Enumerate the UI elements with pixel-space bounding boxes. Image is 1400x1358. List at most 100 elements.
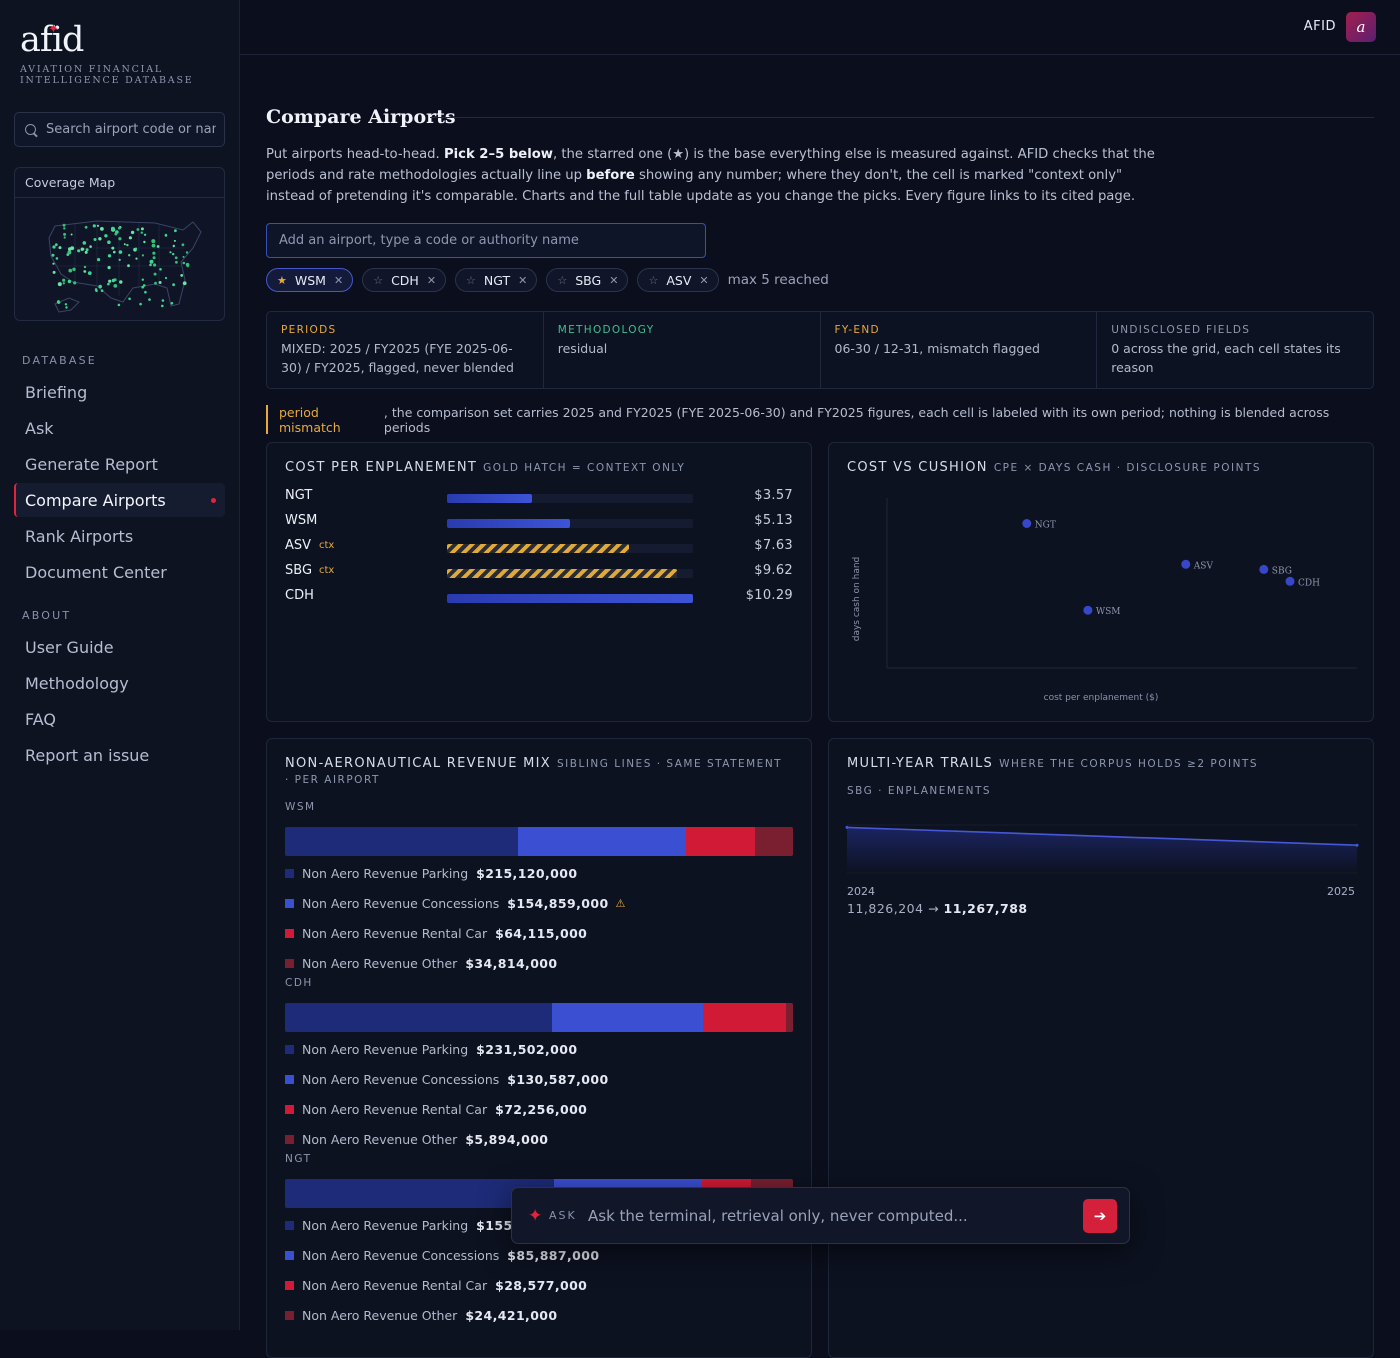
- ask-input[interactable]: [588, 1202, 1068, 1230]
- airport-dot: [173, 239, 176, 242]
- chip-wsm[interactable]: ★ WSM ✕: [266, 268, 354, 292]
- nav-report-issue[interactable]: Report an issue: [14, 738, 225, 772]
- trails-panel-subtitle: WHERE THE CORPUS HOLDS ≥2 POINTS: [999, 758, 1259, 770]
- mix-legend-item[interactable]: Non Aero Revenue Other $34,814,000: [285, 954, 558, 972]
- close-icon[interactable]: ✕: [518, 273, 528, 287]
- mix-legend-item[interactable]: Non Aero Revenue Concessions $130,587,000: [285, 1070, 609, 1088]
- star-outline-icon[interactable]: ☆: [466, 273, 476, 287]
- star-outline-icon[interactable]: ☆: [557, 273, 568, 287]
- mix-legend-item[interactable]: Non Aero Revenue Other $24,421,000: [285, 1306, 558, 1324]
- mix-segment[interactable]: [285, 1003, 553, 1032]
- close-icon[interactable]: ✕: [426, 273, 437, 287]
- scatter-point-cdh[interactable]: [1285, 576, 1295, 586]
- chip-ngt[interactable]: ☆ NGT ✕: [455, 268, 538, 292]
- legend-line-name: Non Aero Revenue Parking: [302, 1217, 469, 1233]
- star-outline-icon[interactable]: ☆: [373, 273, 384, 287]
- nav-generate-report[interactable]: Generate Report: [14, 447, 225, 481]
- mix-segment[interactable]: [552, 1003, 703, 1032]
- trails-panel-title: MULTI-YEAR TRAILS: [847, 756, 994, 771]
- coverage-map[interactable]: [35, 208, 215, 318]
- scatter-point-wsm[interactable]: [1083, 605, 1093, 615]
- add-airport-input[interactable]: [279, 224, 699, 257]
- mix-legend-item[interactable]: Non Aero Revenue Rental Car $28,577,000: [285, 1276, 587, 1294]
- chip-asv[interactable]: ☆ ASV ✕: [637, 268, 719, 292]
- mix-segment[interactable]: [786, 1003, 793, 1032]
- mix-legend-item[interactable]: Non Aero Revenue Concessions $154,859,000…: [285, 894, 625, 912]
- trail-area: [847, 827, 1357, 873]
- cpe-row-wsm[interactable]: WSM $5.13: [285, 513, 793, 533]
- nav-ask[interactable]: Ask: [14, 411, 225, 445]
- mix-legend-item[interactable]: Non Aero Revenue Other $5,894,000: [285, 1130, 548, 1148]
- add-airport-field[interactable]: [266, 223, 706, 258]
- mix-stacked-bar-wsm[interactable]: [285, 827, 793, 856]
- airport-dot: [62, 282, 65, 285]
- airport-dot: [158, 281, 162, 284]
- arrow-right-icon: →: [928, 901, 940, 916]
- nav-methodology[interactable]: Methodology: [14, 666, 225, 700]
- mix-segment[interactable]: [702, 1003, 787, 1032]
- airport-search-input[interactable]: [46, 122, 216, 137]
- mix-legend-item[interactable]: Non Aero Revenue Rental Car $72,256,000: [285, 1100, 587, 1118]
- close-icon[interactable]: ✕: [333, 273, 344, 287]
- mix-legend-item[interactable]: Non Aero Revenue Parking $155,75: [285, 1216, 536, 1234]
- scatter-point-ngt[interactable]: [1022, 519, 1032, 528]
- mix-segment[interactable]: [518, 827, 686, 856]
- mix-segment[interactable]: [685, 827, 756, 856]
- chip-cdh[interactable]: ☆ CDH ✕: [362, 268, 447, 292]
- airport-dot: [104, 234, 108, 238]
- brand-logo[interactable]: afid ✦ AVIATION FINANCIAL INTELLIGENCE DA…: [20, 20, 200, 86]
- scatter-point-sbg[interactable]: [1259, 564, 1269, 574]
- user-label: AFID: [1303, 19, 1336, 34]
- chip-sbg[interactable]: ☆ SBG ✕: [546, 268, 629, 292]
- mix-stacked-bar-cdh[interactable]: [285, 1003, 793, 1032]
- cpe-panel-header: COST PER ENPLANEMENT GOLD HATCH = CONTEXT…: [285, 460, 685, 475]
- warning-key[interactable]: period mismatch: [279, 404, 341, 435]
- airport-dot: [107, 240, 111, 244]
- mix-panel-subtitle: SIBLING LINES · SAME STATEMENT · PER AIR…: [285, 758, 783, 786]
- mix-segment[interactable]: [285, 1179, 554, 1208]
- scatter-point-label: NGT: [1035, 521, 1056, 531]
- cpe-row-asv[interactable]: ASV ctx $7.63: [285, 538, 793, 558]
- star-filled-icon[interactable]: ★: [277, 273, 287, 287]
- nav-rank-airports[interactable]: Rank Airports: [14, 519, 225, 553]
- mix-legend-item[interactable]: Non Aero Revenue Parking $231,502,000: [285, 1040, 577, 1058]
- arrow-right-icon: ➔: [1093, 1207, 1107, 1225]
- cpe-row-ngt[interactable]: NGT $3.57: [285, 488, 793, 508]
- coverage-map-card[interactable]: Coverage Map: [14, 167, 225, 321]
- nav-document-center[interactable]: Document Center: [14, 555, 225, 589]
- scatter-point-label: WSM: [1096, 607, 1121, 617]
- legend-line-name: Non Aero Revenue Concessions: [302, 1071, 500, 1087]
- scatter-point-asv[interactable]: [1181, 559, 1191, 569]
- airport-search[interactable]: [14, 112, 225, 147]
- nav-briefing[interactable]: Briefing: [14, 375, 225, 409]
- logo-tagline: AVIATION FINANCIAL INTELLIGENCE DATABASE: [20, 64, 194, 86]
- nav-user-guide[interactable]: User Guide: [14, 630, 225, 664]
- mix-legend-item[interactable]: Non Aero Revenue Parking $215,120,000: [285, 864, 577, 882]
- cpe-airport-code: CDH: [285, 588, 314, 603]
- trail-line: [846, 826, 1358, 846]
- close-icon[interactable]: ✕: [609, 273, 619, 287]
- nav-faq[interactable]: FAQ: [14, 702, 225, 736]
- nav-compare-airports[interactable]: Compare Airports: [14, 483, 225, 517]
- nav-user-guide-label: User Guide: [25, 637, 114, 657]
- cpe-bar-track: [447, 594, 693, 603]
- scatter-point-label: ASV: [1193, 561, 1214, 571]
- mix-legend-item[interactable]: Non Aero Revenue Rental Car $64,115,000: [285, 924, 587, 942]
- cpe-row-sbg[interactable]: SBG ctx $9.62: [285, 563, 793, 583]
- legend-swatch: [285, 958, 294, 968]
- legend-line-name: Non Aero Revenue Concessions: [302, 1247, 500, 1263]
- airport-dot: [66, 253, 70, 256]
- airport-dot: [62, 223, 66, 227]
- mix-legend-item[interactable]: Non Aero Revenue Concessions $85,887,000: [285, 1246, 599, 1264]
- avatar[interactable]: a: [1346, 12, 1376, 42]
- legend-amount: $154,859,000: [507, 895, 609, 911]
- send-button[interactable]: ➔: [1083, 1199, 1117, 1233]
- cpe-row-cdh[interactable]: CDH $10.29: [285, 588, 793, 608]
- close-icon[interactable]: ✕: [699, 273, 709, 287]
- mix-segment[interactable]: [755, 827, 793, 856]
- scatter-panel-title: COST VS CUSHION: [847, 460, 988, 475]
- mix-segment[interactable]: [285, 827, 519, 856]
- star-outline-icon[interactable]: ☆: [648, 273, 659, 287]
- cpe-panel: COST PER ENPLANEMENT GOLD HATCH = CONTEXT…: [266, 442, 812, 722]
- airport-dot: [92, 224, 96, 228]
